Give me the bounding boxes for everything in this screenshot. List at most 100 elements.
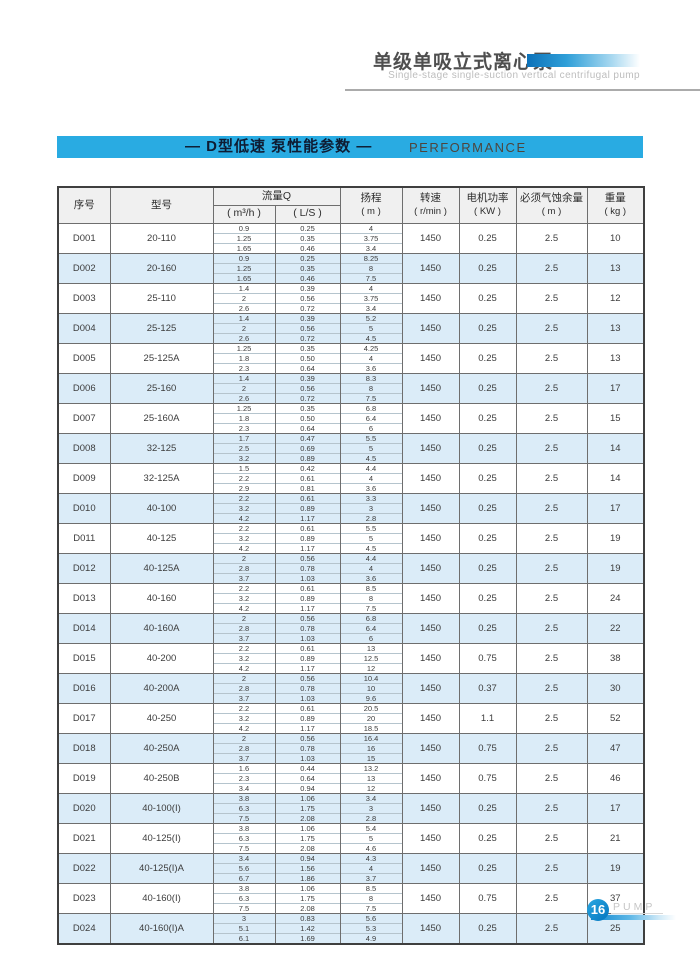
cell-flow-m3h: 6.7	[212, 872, 276, 883]
section-subtitle-performance: PERFORMANCE	[409, 140, 527, 155]
table-row: 4.2 1.17 2.8	[58, 512, 644, 523]
cell-power: 0.25	[458, 792, 517, 823]
cell-flow-ls: 0.89	[274, 532, 341, 543]
cell-flow-ls: 0.94	[274, 782, 341, 793]
cell-model: 25-160	[109, 372, 214, 403]
cell-flow-ls: 1.56	[274, 862, 341, 873]
cell-head: 7.5	[339, 602, 403, 613]
cell-serial: D005	[57, 342, 111, 373]
cell-model: 40-125(I)	[109, 822, 214, 853]
cell-flow-ls: 0.46	[274, 272, 341, 283]
cell-serial: D008	[57, 432, 111, 463]
cell-flow-m3h: 2	[212, 672, 276, 683]
cell-flow-m3h: 2.5	[212, 442, 276, 453]
cell-flow-m3h: 2.2	[212, 642, 276, 653]
cell-weight: 19	[586, 522, 645, 553]
cell-flow-ls: 1.17	[274, 512, 341, 523]
cell-speed: 1450	[401, 552, 460, 583]
header-weight-unit: ( kg )	[604, 206, 627, 218]
header-head-unit: ( m )	[361, 206, 381, 218]
cell-speed: 1450	[401, 462, 460, 493]
cell-head: 15	[339, 752, 403, 763]
cell-head: 6.4	[339, 622, 403, 633]
table-row: 3.4 0.94 12	[58, 782, 644, 793]
table-row: D007 25-160A 1.25 0.35 6.8 1450 0.25 2.5 15	[57, 402, 645, 433]
cell-npsh: 2.5	[515, 432, 588, 463]
cell-model: 40-250	[109, 702, 214, 733]
cell-head: 4.6	[339, 842, 403, 853]
table-row: 3.7 1.03 15	[58, 752, 644, 763]
cell-serial: D016	[57, 672, 111, 703]
cell-speed: 1450	[401, 432, 460, 463]
table-row: 1.65 0.46 7.5	[58, 272, 644, 283]
cell-flow-m3h: 1.25	[212, 262, 276, 273]
performance-table-wrap: 序号 型号 流量Q 扬程( m ) 转速( r/min ) 电机功率( KW )…	[57, 186, 646, 945]
cell-flow-ls: 0.44	[274, 762, 341, 773]
cell-speed: 1450	[401, 762, 460, 793]
cell-flow-m3h: 2.8	[212, 682, 276, 693]
table-row: 5.6 1.56 4	[58, 862, 644, 873]
table-row: 4.2 1.17 4.5	[58, 542, 644, 553]
cell-flow-m3h: 2.2	[212, 472, 276, 483]
cell-flow-m3h: 3.8	[212, 882, 276, 893]
table-row: D010 40-100 2.2 0.61 3.3 1450 0.25 2.5 17	[57, 492, 645, 523]
cell-power: 0.25	[458, 402, 517, 433]
cell-flow-m3h: 1.4	[212, 372, 276, 383]
cell-flow-ls: 0.89	[274, 592, 341, 603]
cell-npsh: 2.5	[515, 222, 588, 253]
cell-flow-ls: 2.08	[274, 902, 341, 913]
cell-power: 0.25	[458, 372, 517, 403]
cell-head: 13	[339, 642, 403, 653]
header-npsh-unit: ( m )	[541, 206, 562, 218]
cell-flow-ls: 0.56	[274, 732, 341, 743]
cell-head: 3.4	[339, 302, 403, 313]
cell-flow-ls: 1.03	[274, 692, 341, 703]
cell-model: 40-125	[109, 522, 214, 553]
table-row: 2.3 0.64 6	[58, 422, 644, 433]
cell-npsh: 2.5	[515, 912, 588, 944]
table-row: 6.1 1.69 4.9	[58, 932, 644, 944]
cell-flow-ls: 0.56	[274, 292, 341, 303]
cell-serial: D007	[57, 402, 111, 433]
performance-table-body: D001 20-110 0.9 0.25 4 1450 0.25 2.5 10 1.25 0.35 3…	[57, 222, 645, 944]
cell-npsh: 2.5	[515, 882, 588, 913]
cell-model: 40-200	[109, 642, 214, 673]
cell-speed: 1450	[401, 642, 460, 673]
cell-head: 6	[339, 422, 403, 433]
cell-power: 0.75	[458, 642, 517, 673]
table-row: D024 40-160(I)A 3 0.83 5.6 1450 0.25 2.5 25	[57, 912, 645, 944]
cell-npsh: 2.5	[515, 852, 588, 883]
cell-model: 40-100(I)	[109, 792, 214, 823]
cell-flow-ls: 0.56	[274, 612, 341, 623]
cell-flow-m3h: 3.2	[212, 712, 276, 723]
cell-head: 5	[339, 322, 403, 333]
cell-serial: D011	[57, 522, 111, 553]
cell-head: 10	[339, 682, 403, 693]
cell-npsh: 2.5	[515, 312, 588, 343]
cell-flow-ls: 0.78	[274, 562, 341, 573]
cell-flow-m3h: 4.2	[212, 602, 276, 613]
header-head-label: 扬程	[360, 192, 382, 205]
cell-model: 25-125	[109, 312, 214, 343]
cell-flow-ls: 0.89	[274, 712, 341, 723]
cell-head: 13	[339, 772, 403, 783]
header-speed-label: 转速	[420, 192, 442, 205]
cell-flow-m3h: 7.5	[212, 842, 276, 853]
cell-flow-m3h: 3.7	[212, 632, 276, 643]
table-row: 2.8 0.78 16	[58, 742, 644, 753]
cell-head: 5	[339, 832, 403, 843]
cell-weight: 17	[586, 492, 645, 523]
cell-speed: 1450	[401, 342, 460, 373]
cell-npsh: 2.5	[515, 342, 588, 373]
cell-flow-m3h: 6.3	[212, 802, 276, 813]
cell-head: 4.4	[339, 462, 403, 473]
cell-speed: 1450	[401, 612, 460, 643]
cell-flow-m3h: 3.8	[212, 822, 276, 833]
cell-serial: D002	[57, 252, 111, 283]
cell-flow-m3h: 1.4	[212, 282, 276, 293]
cell-model: 40-160(I)A	[109, 912, 214, 944]
table-row: D016 40-200A 2 0.56 10.4 1450 0.37 2.5 30	[57, 672, 645, 703]
cell-weight: 13	[586, 342, 645, 373]
cell-serial: D021	[57, 822, 111, 853]
cell-speed: 1450	[401, 282, 460, 313]
